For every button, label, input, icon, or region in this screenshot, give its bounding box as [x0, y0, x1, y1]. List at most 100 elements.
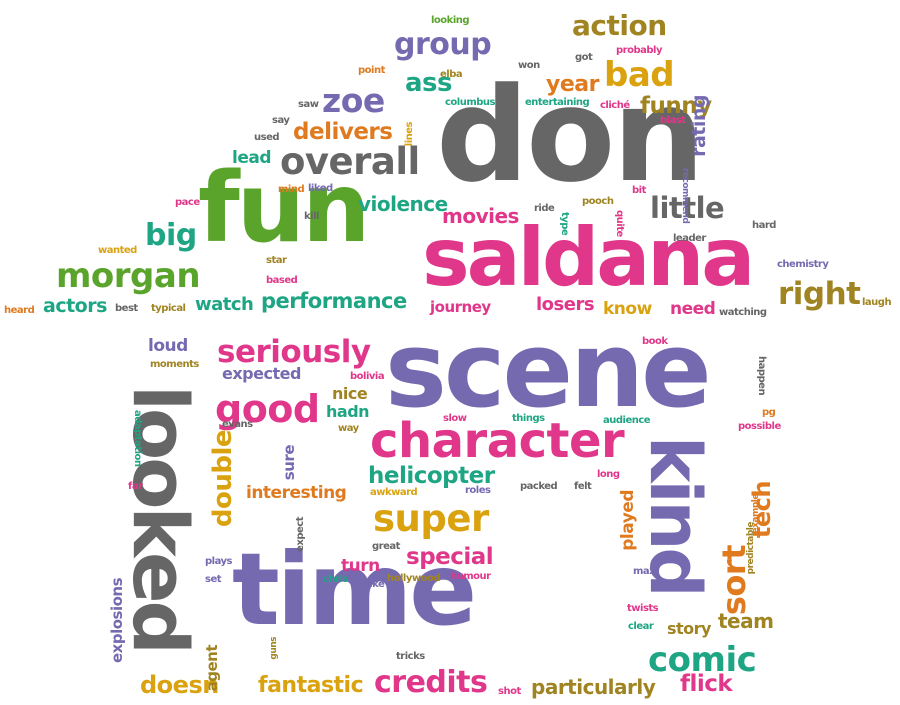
word-evans: evans — [222, 419, 253, 430]
word-adaptation: adaptation — [132, 410, 143, 467]
word-special: special — [406, 544, 494, 570]
word-shot: shot — [498, 686, 521, 697]
word-pace: pace — [175, 197, 200, 208]
word-group: group — [394, 27, 492, 62]
word-team: team — [718, 609, 774, 633]
word-fantastic: fantastic — [258, 673, 364, 698]
word-movies: movies — [442, 204, 519, 228]
word-quite: quite — [614, 210, 625, 237]
word-elba: elba — [440, 69, 463, 80]
word-credits: credits — [374, 665, 488, 700]
word-great: great — [372, 541, 400, 552]
word-particularly: particularly — [531, 675, 656, 699]
word-looking: looking — [431, 15, 470, 26]
word-star: star — [266, 255, 287, 266]
word-ride: ride — [534, 203, 555, 214]
word-book: book — [642, 336, 668, 347]
word-actors: actors — [43, 295, 107, 317]
word-roles: roles — [465, 485, 491, 496]
word-bad: bad — [604, 55, 675, 95]
word-pooch: pooch — [582, 196, 614, 207]
word-lines: lines — [404, 122, 415, 147]
word-performance: performance — [261, 289, 407, 313]
word-big: big — [145, 218, 197, 253]
word-make: make — [356, 579, 385, 590]
word-turn: turn — [341, 556, 380, 576]
word-hollywood: hollywood — [387, 573, 441, 584]
word-lead: lead — [232, 148, 272, 168]
word-say: say — [272, 115, 290, 126]
word-double: double — [208, 430, 238, 528]
word-moments: moments — [150, 359, 199, 370]
word-explosions: explosions — [108, 578, 126, 664]
word-flick: flick — [680, 671, 733, 697]
word-pg: pg — [762, 407, 776, 418]
word-far: far — [128, 481, 143, 492]
word-delivers: delivers — [293, 119, 393, 145]
word-played: played — [618, 490, 638, 551]
word-entertaining: entertaining — [525, 97, 590, 108]
word-possible: possible — [738, 421, 781, 432]
word-cliche: cliché — [600, 100, 630, 111]
word-fun: fun — [198, 152, 370, 264]
word-little: little — [650, 191, 725, 225]
word-nice: nice — [332, 384, 368, 403]
word-need: need — [670, 299, 716, 319]
word-laugh: laugh — [862, 297, 892, 308]
word-funny: funny — [640, 93, 712, 119]
word-saldana: saldana — [422, 211, 755, 304]
word-point: point — [358, 65, 385, 76]
word-character: character — [370, 413, 625, 469]
word-liked: liked — [308, 183, 333, 194]
word-overall: overall — [280, 140, 420, 183]
word-bit: bit — [632, 185, 646, 196]
word-used: used — [254, 132, 280, 143]
word-won: won — [518, 60, 540, 71]
word-comic: comic — [648, 640, 757, 680]
word-predictable: predictable — [746, 522, 756, 575]
word-zoe: zoe — [322, 81, 385, 120]
word-blast: blast — [660, 115, 686, 126]
word-seriously: seriously — [217, 334, 371, 370]
word-happen: happen — [756, 356, 767, 396]
word-columbus: columbus — [445, 97, 496, 108]
word-scene: scene — [385, 309, 712, 431]
word-twists: twists — [627, 603, 659, 614]
word-long: long — [597, 469, 620, 480]
word-time: time — [232, 531, 477, 648]
word-mind: mind — [278, 184, 305, 195]
word-set: set — [205, 574, 222, 585]
word-packed: packed — [520, 481, 558, 492]
word-watch: watch — [195, 294, 254, 315]
word-losers: losers — [536, 294, 595, 315]
word-ass: ass — [405, 68, 453, 98]
word-interesting: interesting — [246, 483, 347, 503]
word-saw: saw — [298, 99, 319, 110]
word-things: things — [512, 413, 545, 424]
word-helicopter: helicopter — [368, 463, 495, 489]
word-felt: felt — [574, 481, 592, 492]
word-wanted: wanted — [98, 245, 137, 256]
word-action: action — [572, 9, 667, 42]
word-hard: hard — [752, 220, 776, 231]
word-leader: leader — [673, 233, 706, 244]
word-heard: heard — [4, 305, 35, 316]
word-chris: chris — [323, 574, 348, 585]
word-expected: expected — [222, 364, 301, 383]
word-based: based — [266, 275, 298, 286]
word-awkward: awkward — [370, 487, 418, 498]
word-doesn: doesn — [140, 671, 219, 699]
word-agent: agent — [203, 645, 221, 692]
word-story: story — [667, 619, 711, 638]
word-type: type — [559, 212, 570, 236]
word-chemistry: chemistry — [777, 259, 829, 270]
word-guns: guns — [269, 637, 279, 660]
word-morgan: morgan — [56, 256, 201, 296]
word-probably: probably — [616, 45, 662, 56]
word-way: way — [338, 423, 359, 434]
word-max: max — [633, 566, 656, 577]
word-good: good — [215, 387, 320, 431]
word-year: year — [546, 72, 599, 97]
word-slow: slow — [443, 413, 467, 424]
